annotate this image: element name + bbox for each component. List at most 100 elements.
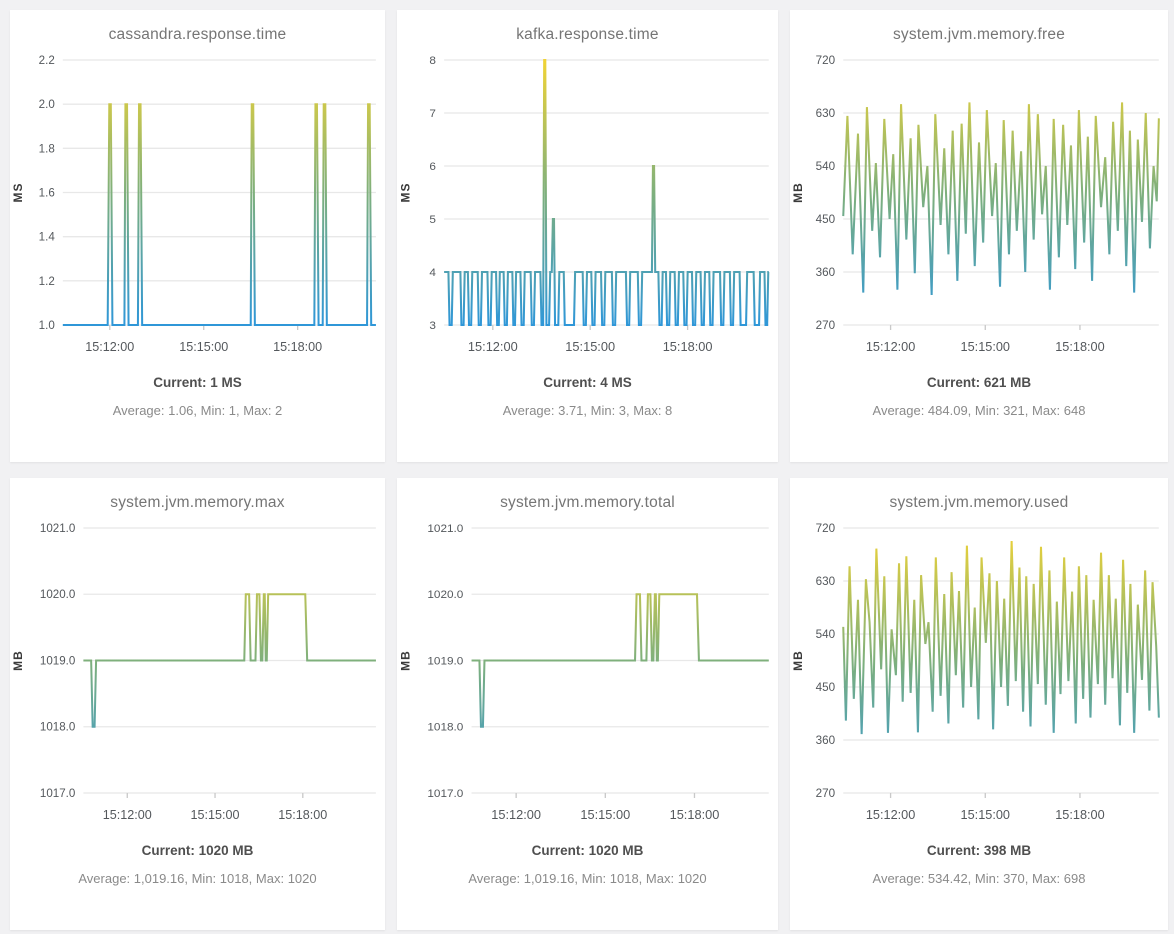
chart-title: system.jvm.memory.free: [892, 26, 1066, 43]
y-tick-label: 450: [816, 682, 835, 694]
chart-card-kafka-response-time: kafka.response.time 8 7 6 5 4 3 15:12:00 15:15:…: [397, 10, 778, 462]
chart-current-stat: Current: 621 MB: [926, 375, 1032, 390]
chart-summary-stats: Average: 1.06, Min: 1, Max: 2: [112, 403, 283, 418]
y-tick-label: 6: [429, 160, 436, 173]
y-tick-label: 1019.0: [427, 655, 464, 668]
chart-card-jvm-memory-max: system.jvm.memory.max 1021.0 1020.0 1019.0…: [10, 478, 385, 930]
x-tick-label: 15:12:00: [491, 808, 541, 822]
y-tick-label: 2.2: [39, 55, 55, 67]
x-tick-label: 15:15:00: [565, 340, 615, 354]
chart-card-jvm-memory-free: system.jvm.memory.free 720 630 540 450 360 27…: [790, 10, 1168, 462]
chart-title: cassandra.response.time: [108, 26, 287, 43]
y-tick-label: 4: [429, 266, 436, 279]
chart-canvas-cassandra-response-time: 2.2 2.0 1.8 1.6 1.4 1.2 1.0 15:12:00 15:15:00 15:…: [11, 55, 376, 354]
y-tick-label: 1.2: [39, 276, 55, 288]
x-tick-label: 15:15:00: [961, 808, 1010, 822]
y-tick-label: 540: [816, 629, 835, 641]
x-tick-label: 15:18:00: [278, 808, 327, 822]
chart-title: system.jvm.memory.max: [110, 494, 285, 511]
chart-current-stat: Current: 1020 MB: [141, 843, 254, 858]
chart-summary-stats: Average: 1,019.16, Min: 1018, Max: 1020: [78, 871, 317, 886]
y-tick-label: 720: [816, 55, 835, 67]
y-tick-label: 1021.0: [427, 522, 464, 535]
y-tick-label: 1019.0: [40, 656, 75, 668]
x-tick-label: 15:18:00: [663, 340, 713, 354]
chart-plot-area: 2.2 2.0 1.8 1.6 1.4 1.2 1.0 15:12:00 15:15:00 15:…: [10, 48, 385, 363]
y-tick-label: 1021.0: [40, 523, 75, 535]
chart-current-stat: Current: 1 MS: [153, 375, 242, 390]
chart-summary-stats: Average: 3.71, Min: 3, Max: 8: [502, 403, 673, 418]
y-tick-label: 7: [429, 107, 436, 120]
x-tick-label: 15:12:00: [85, 340, 134, 354]
y-tick-label: 630: [816, 576, 835, 588]
y-tick-label: 1017.0: [427, 787, 464, 800]
chart-plot-area: 720 630 540 450 360 270 15:12:00 15:15:00 15:18:…: [790, 516, 1168, 831]
y-tick-label: 1.4: [39, 232, 56, 244]
y-tick-label: 360: [816, 267, 835, 279]
chart-canvas-jvm-memory-max: 1021.0 1020.0 1019.0 1018.0 1017.0 15:12:00 15…: [11, 523, 376, 822]
x-tick-label: 15:15:00: [580, 808, 630, 822]
y-tick-label: 360: [816, 735, 835, 747]
series-line: [83, 593, 376, 728]
series-line: [444, 59, 770, 326]
y-tick-label: 540: [816, 161, 835, 173]
y-axis-label: MB: [791, 650, 805, 671]
x-tick-label: 15:18:00: [1055, 808, 1104, 822]
series-line: [842, 102, 1160, 296]
x-tick-label: 15:12:00: [866, 808, 915, 822]
chart-current-stat: Current: 398 MB: [926, 843, 1032, 858]
y-tick-label: 1017.0: [40, 788, 75, 800]
y-tick-label: 1.6: [39, 188, 55, 200]
series-line: [471, 593, 769, 728]
series-line: [842, 540, 1160, 735]
chart-card-jvm-memory-total: system.jvm.memory.total 1021.0 1020.0 1019…: [397, 478, 778, 930]
chart-plot-area: 1021.0 1020.0 1019.0 1018.0 1017.0 15:12:00 15…: [10, 516, 385, 831]
chart-title: system.jvm.memory.total: [500, 494, 675, 511]
x-tick-label: 15:12:00: [866, 340, 915, 354]
chart-title: system.jvm.memory.used: [889, 494, 1069, 511]
chart-current-stat: Current: 4 MS: [543, 375, 632, 390]
y-tick-label: 1020.0: [427, 588, 464, 601]
chart-plot-area: 720 630 540 450 360 270 15:12:00 15:15:00 15:18:…: [790, 48, 1168, 363]
chart-canvas-jvm-memory-total: 1021.0 1020.0 1019.0 1018.0 1017.0 15:12:00 15…: [398, 522, 769, 822]
x-tick-label: 15:12:00: [103, 808, 152, 822]
y-tick-label: 270: [816, 788, 835, 800]
chart-title: kafka.response.time: [516, 26, 659, 43]
x-tick-label: 15:15:00: [961, 340, 1010, 354]
series-line: [62, 103, 376, 326]
x-tick-label: 15:18:00: [273, 340, 322, 354]
y-tick-label: 8: [429, 54, 436, 67]
y-axis-label: MB: [398, 650, 412, 671]
y-axis-label: MB: [11, 650, 25, 671]
x-tick-label: 15:12:00: [468, 340, 518, 354]
chart-current-stat: Current: 1020 MB: [531, 843, 644, 858]
chart-canvas-jvm-memory-used: 720 630 540 450 360 270 15:12:00 15:15:00 15:18:…: [791, 523, 1160, 822]
chart-summary-stats: Average: 1,019.16, Min: 1018, Max: 1020: [468, 871, 707, 886]
chart-card-jvm-memory-used: system.jvm.memory.used 720 630 540 450 360 27…: [790, 478, 1168, 930]
chart-card-cassandra-response-time: cassandra.response.time 2.2 2.0 1.8 1.6 1.4 1…: [10, 10, 385, 462]
chart-canvas-jvm-memory-free: 720 630 540 450 360 270 15:12:00 15:15:00 15:18:…: [791, 55, 1160, 354]
x-tick-label: 15:18:00: [1055, 340, 1104, 354]
y-axis-label: MS: [11, 183, 25, 203]
y-tick-label: 3: [429, 319, 436, 332]
chart-canvas-kafka-response-time: 8 7 6 5 4 3 15:12:00 15:15:00 15:18:00 MS: [398, 54, 770, 354]
y-tick-label: 630: [816, 108, 835, 120]
x-tick-label: 15:15:00: [179, 340, 228, 354]
y-tick-label: 270: [816, 320, 835, 332]
y-tick-label: 5: [429, 213, 436, 226]
y-tick-label: 1020.0: [40, 589, 75, 601]
chart-plot-area: 8 7 6 5 4 3 15:12:00 15:15:00 15:18:00 MS: [397, 48, 778, 363]
y-axis-label: MB: [791, 182, 805, 203]
x-tick-label: 15:15:00: [191, 808, 240, 822]
y-tick-label: 450: [816, 214, 835, 226]
y-tick-label: 1.8: [39, 143, 55, 155]
y-axis-label: MS: [398, 183, 412, 203]
y-tick-label: 1018.0: [40, 722, 75, 734]
y-tick-label: 1.0: [39, 320, 55, 332]
chart-summary-stats: Average: 534.42, Min: 370, Max: 698: [872, 871, 1086, 886]
chart-summary-stats: Average: 484.09, Min: 321, Max: 648: [872, 403, 1086, 418]
y-tick-label: 720: [816, 523, 835, 535]
y-tick-label: 1018.0: [427, 721, 464, 734]
chart-plot-area: 1021.0 1020.0 1019.0 1018.0 1017.0 15:12:00 15…: [397, 516, 778, 831]
